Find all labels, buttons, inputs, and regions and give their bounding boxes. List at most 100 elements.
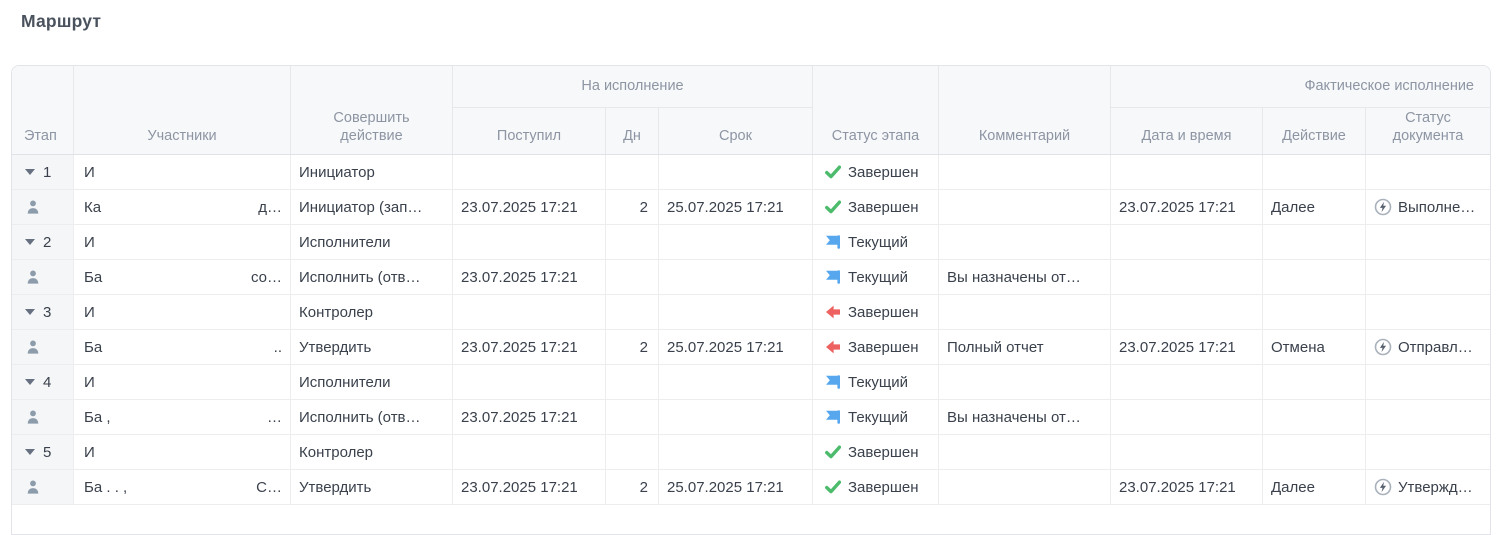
cell-doc-status <box>1366 365 1490 399</box>
col-header-doc-status[interactable]: Статус документа <box>1392 109 1464 144</box>
due-date: 25.07.2025 17:21 <box>667 338 784 356</box>
cell-comment <box>939 470 1111 504</box>
chevron-down-icon[interactable] <box>25 169 35 175</box>
fact-action-label: Далее <box>1271 478 1315 496</box>
cell-days <box>606 435 659 469</box>
cell-stage: 1 <box>12 155 74 189</box>
cell-doc-status: Утвержд… <box>1366 470 1490 504</box>
participant-name: Ба <box>84 338 103 356</box>
chevron-down-icon[interactable] <box>25 449 35 455</box>
cell-received <box>453 295 606 329</box>
cell-received: 23.07.2025 17:21 <box>453 330 606 364</box>
doc-status-bolt-icon <box>1374 478 1392 496</box>
col-header-due[interactable]: Срок <box>659 108 813 154</box>
col-header-stage-status[interactable]: Статус этапа <box>813 66 939 154</box>
cell-received: 23.07.2025 17:21 <box>453 190 606 224</box>
group-header-execution: На исполнение <box>453 66 813 108</box>
days-value: 2 <box>639 198 648 216</box>
status-returned-icon <box>825 304 841 320</box>
action-label: Утвердить <box>299 478 372 496</box>
table-row[interactable]: 3 И Контролер <box>12 295 1490 330</box>
cell-action: Контролер <box>291 435 453 469</box>
comment-text: Вы назначены от… <box>947 408 1081 426</box>
cell-participants: И <box>74 435 291 469</box>
cell-received: 23.07.2025 17:21 <box>453 470 606 504</box>
cell-participants: И <box>74 155 291 189</box>
cell-participants: И <box>74 365 291 399</box>
action-label: Инициатор (зап… <box>299 198 423 216</box>
table-row[interactable]: Ба со… Исполнить (отв… 23.07.2025 17:21 <box>12 260 1490 295</box>
status-label: Текущий <box>848 268 908 286</box>
cell-stage-status: Завершен <box>813 155 939 189</box>
action-label: Инициатор <box>299 163 375 181</box>
cell-stage <box>12 260 74 294</box>
received-date: 23.07.2025 17:21 <box>461 198 578 216</box>
cell-days <box>606 295 659 329</box>
cell-fact-date <box>1111 365 1263 399</box>
cell-participants: Ба со… <box>74 260 291 294</box>
col-header-action[interactable]: Совершить действие <box>291 66 453 154</box>
days-value: 2 <box>639 338 648 356</box>
chevron-down-icon[interactable] <box>25 309 35 315</box>
cell-received: 23.07.2025 17:21 <box>453 260 606 294</box>
chevron-down-icon[interactable] <box>25 239 35 245</box>
status-completed-icon <box>825 444 841 460</box>
cell-action: Исполнители <box>291 225 453 259</box>
col-header-participants[interactable]: Участники <box>74 66 291 154</box>
cell-participants: Ба .. <box>74 330 291 364</box>
fact-date: 23.07.2025 17:21 <box>1119 478 1236 496</box>
fact-date: 23.07.2025 17:21 <box>1119 198 1236 216</box>
col-header-days[interactable]: Дн <box>606 108 659 154</box>
cell-fact-date: 23.07.2025 17:21 <box>1111 470 1263 504</box>
cell-stage-status: Текущий <box>813 365 939 399</box>
cell-due <box>659 155 813 189</box>
col-header-fact-action[interactable]: Действие <box>1263 108 1366 154</box>
col-header-received[interactable]: Поступил <box>453 108 606 154</box>
cell-stage <box>12 400 74 434</box>
cell-doc-status <box>1366 435 1490 469</box>
stage-number: 2 <box>43 233 52 251</box>
participant-name-tail: С… <box>256 478 282 496</box>
cell-fact-date <box>1111 295 1263 329</box>
table-row[interactable]: 4 И Исполнители <box>12 365 1490 400</box>
cell-fact-date <box>1111 260 1263 294</box>
cell-fact-action <box>1263 225 1366 259</box>
stage-number: 3 <box>43 303 52 321</box>
fact-action-label: Далее <box>1271 198 1315 216</box>
participant-name: Ка <box>84 198 102 216</box>
due-date: 25.07.2025 17:21 <box>667 478 784 496</box>
action-label: Контролер <box>299 303 374 321</box>
fact-action-label: Отмена <box>1271 338 1325 356</box>
participant-name: И <box>84 373 95 391</box>
participant-name: И <box>84 163 95 181</box>
table-row[interactable]: Ба .. Утвердить 23.07.2025 17:21 2 25.07… <box>12 330 1490 365</box>
received-date: 23.07.2025 17:21 <box>461 408 578 426</box>
stage-number: 1 <box>43 163 52 181</box>
stage-number: 4 <box>43 373 52 391</box>
cell-participants: Ба . . , С… <box>74 470 291 504</box>
cell-doc-status: Отправл… <box>1366 330 1490 364</box>
cell-fact-date: 23.07.2025 17:21 <box>1111 330 1263 364</box>
status-label: Текущий <box>848 373 908 391</box>
col-header-stage[interactable]: Этап <box>12 66 74 154</box>
cell-fact-date <box>1111 400 1263 434</box>
person-icon <box>25 199 41 215</box>
cell-participants: Ка д… <box>74 190 291 224</box>
action-label: Исполнители <box>299 373 391 391</box>
cell-fact-date <box>1111 155 1263 189</box>
chevron-down-icon[interactable] <box>25 379 35 385</box>
table-row[interactable]: 1 И Инициатор <box>12 155 1490 190</box>
cell-due <box>659 365 813 399</box>
col-header-fact-date[interactable]: Дата и время <box>1111 108 1263 154</box>
table-row[interactable]: Ка д… Инициатор (зап… 23.07.2025 17:21 2… <box>12 190 1490 225</box>
cell-stage: 2 <box>12 225 74 259</box>
table-row[interactable]: Ба , … Исполнить (отв… 23.07.2025 17:21 <box>12 400 1490 435</box>
table-row[interactable]: 2 И Исполнители <box>12 225 1490 260</box>
cell-comment <box>939 155 1111 189</box>
cell-action: Утвердить <box>291 330 453 364</box>
table-row[interactable]: Ба . . , С… Утвердить 23.07.2025 17:21 2… <box>12 470 1490 505</box>
cell-stage-status: Завершен <box>813 190 939 224</box>
cell-fact-action <box>1263 400 1366 434</box>
table-row[interactable]: 5 И Контролер <box>12 435 1490 470</box>
col-header-comment[interactable]: Комментарий <box>939 66 1111 154</box>
